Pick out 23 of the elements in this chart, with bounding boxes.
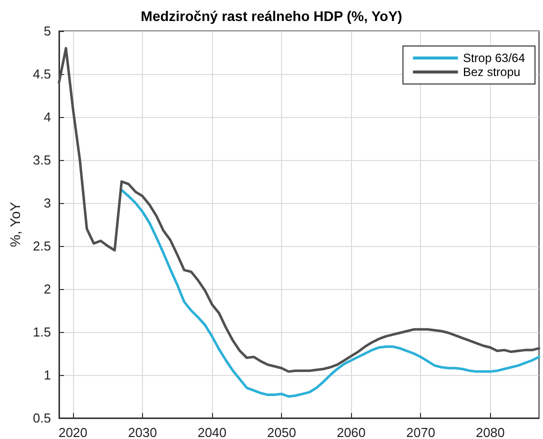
y-tick-label: 3 [44,196,51,210]
chart-title: Medziročný rast reálneho HDP (%, YoY) [140,8,402,24]
y-tick-label: 2 [44,282,51,296]
x-tick-label: 2040 [198,425,227,439]
x-tick-label: 2020 [58,425,88,439]
line-series [120,188,540,398]
y-tick-label: 4.5 [32,66,51,82]
y-tick-label: 0.5 [32,410,51,426]
y-tick-label: 1 [44,368,51,382]
y-axis-title: %, YoY [7,201,24,248]
x-tick-label: 2050 [267,425,296,439]
legend-label: Strop 63/64 [462,51,526,65]
y-tick-label: 2.5 [32,238,51,254]
x-tick-label: 2030 [128,425,157,439]
y-tick-label: 3.5 [32,152,51,168]
y-tick-label: 5 [44,24,51,38]
x-tick-label: 2070 [406,425,436,439]
y-tick-label: 1.5 [32,324,51,340]
legend-label: Bez stropu [462,65,520,79]
line-series [58,46,540,373]
y-tick-label: 4 [44,110,51,124]
x-tick-label: 2060 [336,425,366,439]
x-tick-label: 2080 [476,425,505,439]
